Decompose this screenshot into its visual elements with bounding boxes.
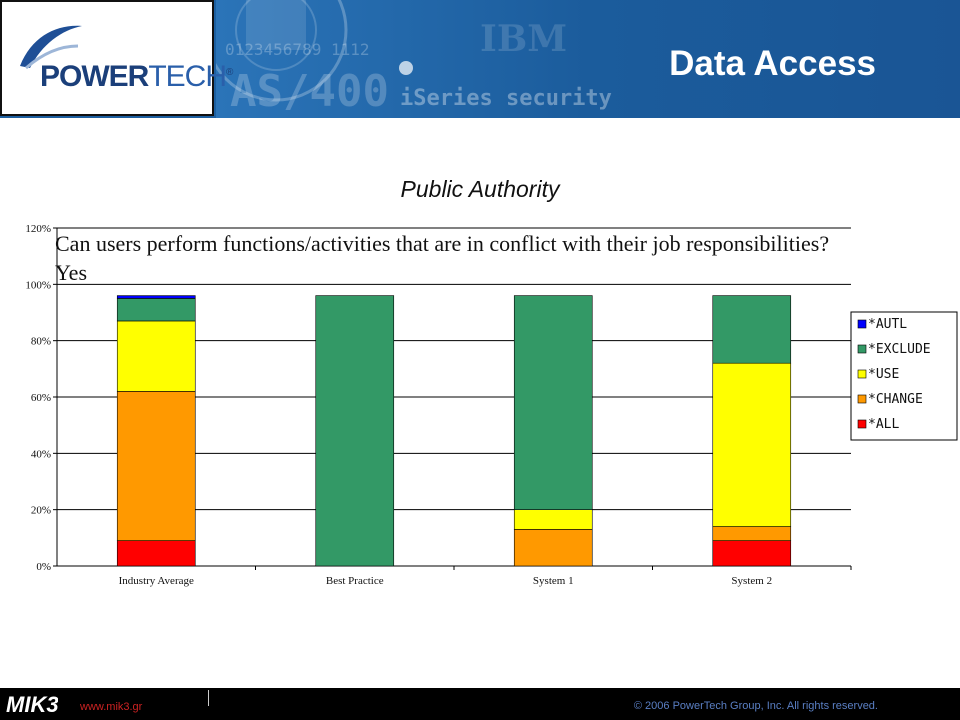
x-tick-label: Best Practice [326, 575, 384, 587]
header-banner: 0123456789 1112 IBM AS/400 iSeries secur… [0, 0, 960, 118]
x-tick-label: System 2 [731, 575, 772, 587]
bar-segment [116, 320, 196, 392]
powertech-logo: POWERTECH® [0, 0, 233, 116]
y-tick-label: 20% [31, 505, 51, 517]
footer-divider [208, 690, 209, 706]
legend-swatch [857, 369, 867, 379]
banner-background [216, 0, 960, 118]
footer-url[interactable]: www.mik3.gr [80, 701, 143, 713]
stacked-bar-chart: 0% 20% 40% 60% 80% 100% 120% Industry Average Be… [25, 223, 958, 587]
bar-segment [315, 295, 395, 567]
x-tick-label: System 1 [533, 575, 574, 587]
footer-copyright: © 2006 PowerTech Group, Inc. All rights … [633, 700, 878, 712]
legend-swatch [857, 394, 867, 404]
y-tick-label: 40% [31, 448, 51, 460]
legend-label: *USE [868, 367, 899, 382]
y-tick-label: 120% [25, 223, 51, 235]
logo-tech: TECH [148, 60, 227, 93]
bar-segment [116, 298, 196, 322]
legend-label: *EXCLUDE [868, 342, 931, 357]
banner-digits: 0123456789 1112 [225, 40, 370, 59]
mik3-logo: MIK3 [4, 690, 58, 718]
footer-bar: MIK3 www.mik3.gr © 2006 PowerTech Group,… [0, 688, 960, 720]
banner-iseries-security: iSeries security [400, 86, 612, 111]
x-tick-label: Industry Average [119, 575, 194, 587]
bar-segment [116, 391, 196, 541]
y-tick-label: 60% [31, 392, 51, 404]
question-text: Can users perform functions/activities t… [55, 231, 830, 285]
logo-registered-mark: ® [226, 67, 233, 78]
bar-segment [513, 509, 593, 530]
powertech-wordmark: POWERTECH® [40, 60, 233, 94]
y-tick-label: 100% [25, 279, 51, 291]
legend-label: *ALL [868, 417, 899, 432]
legend-label: *AUTL [868, 317, 907, 332]
bar-segment [712, 526, 792, 541]
bar-segment [513, 295, 593, 510]
legend-box [850, 311, 958, 441]
bar-segment [513, 529, 593, 567]
y-tick-label: 80% [31, 336, 51, 348]
legend-swatch [857, 419, 867, 429]
bar-segment [712, 540, 792, 567]
page-title: Data Access [669, 44, 876, 83]
bar-segment [116, 540, 196, 567]
bar-segment [712, 362, 792, 527]
logo-power: POWER [40, 60, 149, 93]
banner-ibm: IBM [480, 18, 568, 60]
legend-label: *CHANGE [868, 392, 923, 407]
legend-swatch [857, 344, 867, 354]
bar-segment [712, 295, 792, 364]
bar-segment [116, 295, 196, 299]
mik3-wordmark: MIK3 [6, 692, 58, 717]
chart-title: Public Authority [400, 176, 560, 202]
y-tick-label: 0% [36, 561, 51, 573]
powertech-swoosh-icon [20, 25, 82, 70]
legend-swatch [857, 319, 867, 329]
banner-as400: AS/400 [230, 66, 389, 117]
